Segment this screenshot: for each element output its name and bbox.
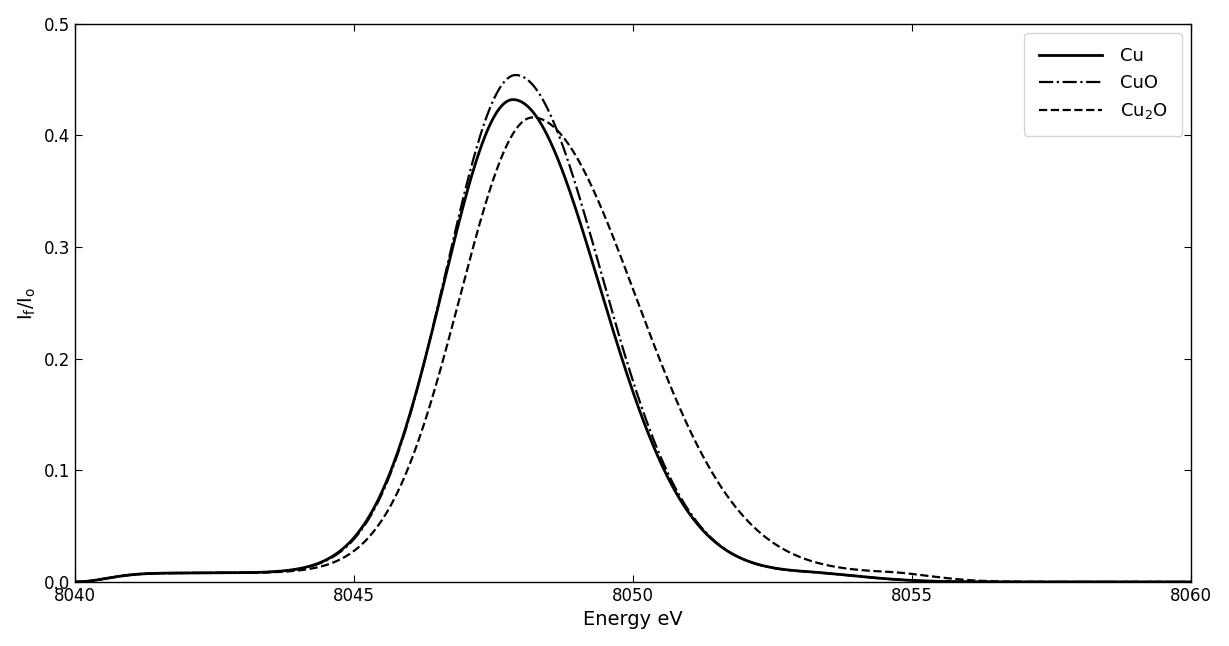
X-axis label: Energy eV: Energy eV xyxy=(584,610,683,629)
Legend: Cu, CuO, Cu$_2$O: Cu, CuO, Cu$_2$O xyxy=(1025,33,1182,136)
Y-axis label: $\mathregular{I_f/I_o}$: $\mathregular{I_f/I_o}$ xyxy=(17,286,38,320)
